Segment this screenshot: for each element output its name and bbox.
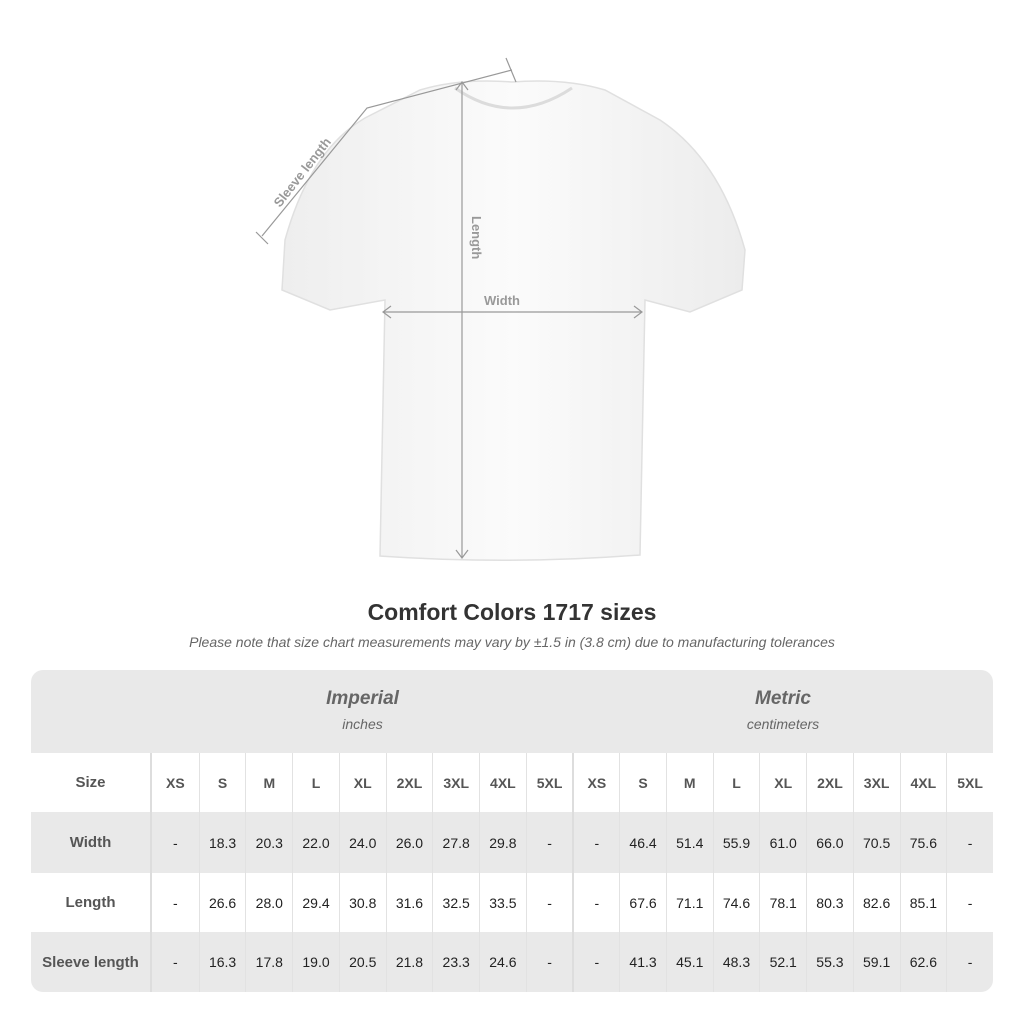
imperial-value: 29.8 <box>479 812 526 873</box>
imperial-value: 18.3 <box>198 812 246 873</box>
width-label: Width <box>484 293 520 308</box>
length-arrow <box>455 81 469 559</box>
metric-value: - <box>946 812 993 873</box>
imperial-value: 33.5 <box>479 873 526 932</box>
length-label: Length <box>469 216 484 259</box>
imperial-value: - <box>525 873 573 932</box>
metric-value: 48.3 <box>712 932 760 992</box>
metric-value: 67.6 <box>619 873 666 932</box>
size-column-header: 5XL <box>946 753 993 812</box>
sleeve-arrow <box>261 69 513 237</box>
size-column-header: 4XL <box>479 753 526 812</box>
metric-value: 82.6 <box>852 873 900 932</box>
imperial-value: 28.0 <box>245 873 292 932</box>
metric-value: 46.4 <box>619 812 666 873</box>
size-column-header: XS <box>166 774 185 791</box>
metric-value: - <box>572 873 619 932</box>
size-label: Size <box>31 753 152 812</box>
imperial-value: - <box>525 812 573 873</box>
metric-value: - <box>572 812 619 873</box>
table-row: Sleeve length - 16.3 17.8 19.0 20.5 21.8 23.3 24… <box>31 932 993 992</box>
size-column-header: XS <box>572 753 619 812</box>
imperial-value: 20.3 <box>245 812 292 873</box>
imperial-value: 26.6 <box>198 873 246 932</box>
imperial-value: 17.8 <box>245 932 292 992</box>
imperial-value: 27.8 <box>432 812 479 873</box>
metric-value: 70.5 <box>852 812 900 873</box>
imperial-value: - <box>173 834 178 851</box>
size-column-header: S <box>198 753 246 812</box>
metric-value: 78.1 <box>759 873 806 932</box>
size-column-header: S <box>619 753 666 812</box>
metric-value: 74.6 <box>712 873 760 932</box>
metric-header: Metric centimeters <box>573 670 993 753</box>
chart-title: Comfort Colors 1717 sizes <box>367 599 657 625</box>
row-label: Width <box>31 812 152 873</box>
metric-value: 85.1 <box>899 873 947 932</box>
metric-value: - <box>946 932 993 992</box>
size-column-header: M <box>665 753 713 812</box>
size-column-header: 3XL <box>852 753 900 812</box>
imperial-value: 24.0 <box>338 812 386 873</box>
tshirt-image <box>281 80 746 562</box>
size-column-header: XL <box>338 753 386 812</box>
table-row: Length -26.6 28.0 29.4 30.8 31.6 32.5 33.5- -67.… <box>31 873 993 932</box>
size-column-header: 2XL <box>806 753 853 812</box>
size-column-header: 4XL <box>899 753 947 812</box>
metric-value: 52.1 <box>759 932 806 992</box>
size-column-header: 2XL <box>385 753 433 812</box>
metric-value: 66.0 <box>806 812 853 873</box>
imperial-value: - <box>525 932 573 992</box>
size-header-row: Size XS S M L XL 2XL 3XL 4XL 5XL XS S M L XL 2XL 3XL 4XL 5… <box>31 753 993 812</box>
size-column-header: XL <box>759 753 806 812</box>
imperial-value: - <box>173 894 178 911</box>
metric-value: 62.6 <box>899 932 947 992</box>
size-table: Imperial inches Metric centimeters Size X… <box>31 670 993 992</box>
table-row: Width -18.3 20.3 22.0 24.0 26.0 27.8 29.8- -46.4… <box>31 812 993 873</box>
row-label: Length <box>31 873 152 932</box>
metric-unit: centimeters <box>746 716 820 732</box>
metric-title: Metric <box>755 688 811 709</box>
metric-value: 59.1 <box>852 932 900 992</box>
width-arrow <box>382 305 643 319</box>
tshirt-diagram: Sleeve length Length Width <box>255 57 746 562</box>
metric-value: 45.1 <box>665 932 713 992</box>
metric-value: 41.3 <box>619 932 666 992</box>
imperial-value: - <box>173 954 178 970</box>
unit-header: Imperial inches Metric centimeters <box>31 670 993 753</box>
imperial-value: 20.5 <box>338 932 386 992</box>
imperial-value: 19.0 <box>292 932 339 992</box>
imperial-value: 31.6 <box>385 873 433 932</box>
imperial-value: 21.8 <box>385 932 433 992</box>
imperial-unit: inches <box>342 716 383 732</box>
size-column-header: L <box>712 753 760 812</box>
metric-value: 55.3 <box>806 932 853 992</box>
metric-value: 51.4 <box>665 812 713 873</box>
tolerance-note: Please note that size chart measurements… <box>189 634 835 650</box>
metric-value: 55.9 <box>712 812 760 873</box>
imperial-value: 16.3 <box>198 932 246 992</box>
imperial-value: 22.0 <box>292 812 339 873</box>
metric-value: 71.1 <box>665 873 713 932</box>
metric-value: - <box>572 932 619 992</box>
metric-value: - <box>946 873 993 932</box>
imperial-header: Imperial inches <box>152 670 573 753</box>
imperial-value: 23.3 <box>432 932 479 992</box>
imperial-value: 24.6 <box>479 932 526 992</box>
imperial-value: 29.4 <box>292 873 339 932</box>
size-column-header: 5XL <box>525 753 573 812</box>
metric-value: 80.3 <box>806 873 853 932</box>
size-column-header: 3XL <box>432 753 479 812</box>
metric-value: 61.0 <box>759 812 806 873</box>
metric-value: 75.6 <box>899 812 947 873</box>
row-label: Sleeve length <box>31 932 152 992</box>
imperial-value: 30.8 <box>338 873 386 932</box>
imperial-value: 32.5 <box>432 873 479 932</box>
size-column-header: L <box>292 753 339 812</box>
imperial-title: Imperial <box>326 688 399 709</box>
imperial-value: 26.0 <box>385 812 433 873</box>
size-column-header: M <box>245 753 292 812</box>
